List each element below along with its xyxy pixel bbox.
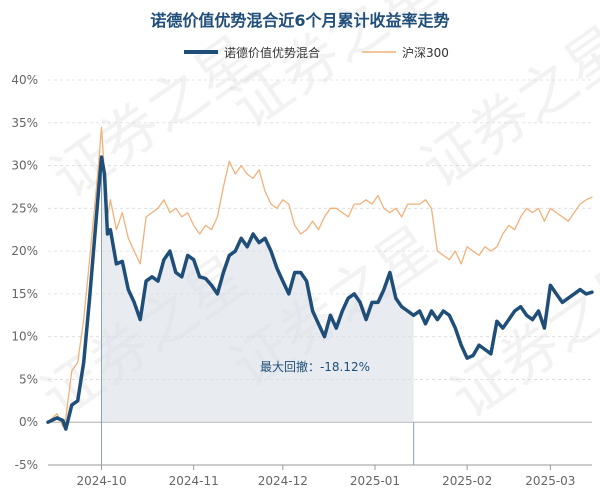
drawdown-fill-layer [101,157,415,465]
chart-title: 诺德价值优势混合近6个月累计收益率走势 [150,11,449,30]
x-tick-label-5: 2025-03 [525,474,575,488]
y-tick-label-1: 0% [19,415,38,429]
y-tick-label-6: 25% [11,201,38,215]
y-tick-label-0: -5% [15,458,38,472]
series-line-hs300 [47,126,593,428]
y-tick-label-2: 5% [19,372,38,386]
max-drawdown-annotation: 最大回撤：-18.12% [260,359,370,374]
series-line-fund [46,155,594,431]
x-tick-label-1: 2024-11 [169,474,219,488]
x-tick-label-2: 2024-12 [258,474,308,488]
legend-label-hs300: 沪深300 [402,46,449,60]
legend: 诺德价值优势混合 沪深300 [184,45,449,60]
y-tick-label-7: 30% [11,159,38,173]
y-tick-label-5: 20% [11,244,38,258]
drawdown-area [101,157,414,423]
series-layer [46,126,594,431]
x-tick-label-3: 2025-01 [350,474,400,488]
y-tick-label-4: 15% [11,287,38,301]
y-tick-label-8: 35% [11,116,38,130]
legend-label-fund: 诺德价值优势混合 [224,45,320,60]
axis-layer: -5% 0% 5% 10% 15% 20% 25% 30% 35% 40% 2024-10 2024-… [11,73,592,488]
watermark-text-2: 证券之星 [409,13,600,202]
y-tick-label-3: 10% [11,330,38,344]
watermark-text-5: 证券之星 [439,243,600,432]
x-tick-label-4: 2025-02 [442,474,492,488]
x-tick-label-0: 2024-10 [76,474,126,488]
y-tick-label-9: 40% [11,73,38,87]
